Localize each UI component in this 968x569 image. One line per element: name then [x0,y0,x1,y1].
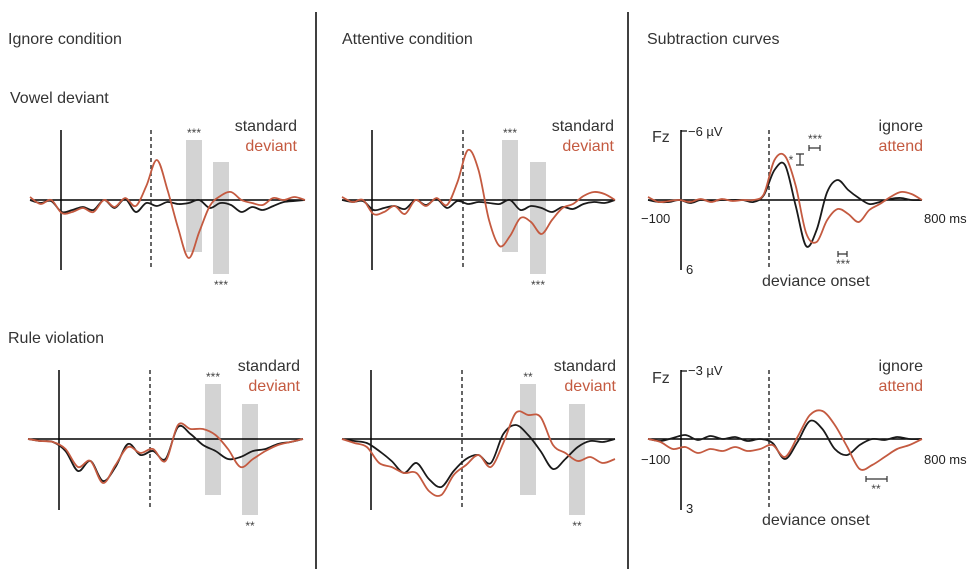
waveform-standard [29,198,306,214]
y-bottom-label: 3 [686,501,693,516]
waveform-ignore [647,419,923,460]
sig-marker: ** [245,519,255,533]
sig-marker: * [789,153,794,167]
legend-ignore: ignore [879,358,924,375]
header-attentive: Attentive condition [342,31,473,48]
sig-window [502,140,518,252]
waveform-standard [27,425,304,482]
header-subtraction: Subtraction curves [647,31,780,48]
legend-deviant: deviant [562,138,614,155]
header-ignore: Ignore condition [8,31,122,48]
sig-marker: ** [572,519,582,533]
x-end-label: 800 ms [924,211,967,226]
sig-bracket [796,153,804,166]
legend-standard: standard [238,358,300,375]
row-label-rule: Rule violation [8,330,104,347]
legend-deviant: deviant [248,378,300,395]
waveforms [27,148,923,497]
sig-bracket [808,145,821,151]
legend-ignore: ignore [879,118,924,135]
sig-bracket [865,476,888,482]
sig-window [186,140,202,252]
y-top-label: −6 µV [688,124,723,139]
legend-deviant: deviant [245,138,297,155]
legend-standard: standard [554,358,616,375]
sig-window [242,404,258,515]
sig-marker: *** [214,278,228,292]
row-label-vowel: Vowel deviant [10,90,109,107]
waveform-deviant [341,148,616,248]
sig-marker: *** [531,278,545,292]
sig-window [569,404,585,515]
waveform-deviant [27,422,304,484]
legend-attend: attend [879,378,923,395]
sig-bracket [837,251,848,257]
sig-marker: *** [206,370,220,384]
x-end-label: 800 ms [924,452,967,467]
y-bottom-label: 6 [686,262,693,277]
legend-standard: standard [552,118,614,135]
sig-window [213,162,229,274]
waveform-deviant [29,159,306,259]
legend-deviant: deviant [564,378,616,395]
waveform-standard [341,198,616,213]
sig-marker: ** [523,370,533,384]
sig-marker: *** [808,132,822,146]
waveform-deviant [341,410,616,497]
legend-standard: standard [235,118,297,135]
channel-label: Fz [652,129,670,146]
onset-label: deviance onset [762,512,870,529]
onset-label: deviance onset [762,273,870,290]
waveform-attend [647,409,923,471]
sig-marker: ** [871,482,881,496]
legend-attend: attend [879,138,923,155]
x-start-label: −100 [641,211,670,226]
waveform-attend [647,152,923,244]
sig-marker: *** [187,126,201,140]
x-start-label: −100 [641,452,670,467]
sig-marker: *** [836,257,850,271]
channel-label: Fz [652,370,670,387]
sig-window [530,162,546,274]
sig-marker: *** [503,126,517,140]
y-top-label: −3 µV [688,363,723,378]
waveform-ignore [647,161,923,248]
